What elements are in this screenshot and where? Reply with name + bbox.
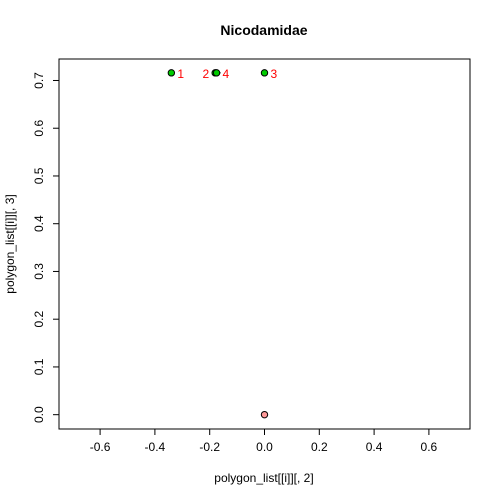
point-label: 4 — [223, 67, 230, 81]
plot-frame — [58, 58, 471, 430]
data-points — [167, 69, 269, 419]
y-tick-label: 0.3 — [32, 263, 46, 280]
centroid-point — [260, 410, 269, 419]
y-tick-label: 0.7 — [32, 72, 46, 89]
x-tick-label: -0.6 — [90, 440, 111, 454]
x-tick-label: 0.6 — [421, 440, 438, 454]
y-tick-label: 0.0 — [32, 406, 46, 423]
x-tick-label: -0.2 — [199, 440, 220, 454]
y-tick-label: 0.2 — [32, 311, 46, 328]
y-tick-label: 0.6 — [32, 120, 46, 137]
x-axis-label: polygon_list[[i]][, 2] — [214, 471, 313, 485]
y-tick-label: 0.4 — [32, 215, 46, 232]
point-labels: 1 2 3 4 — [177, 67, 277, 81]
x-axis: -0.6 -0.4 -0.2 0.0 0.2 0.4 0.6 — [90, 429, 438, 454]
point-label: 2 — [202, 67, 209, 81]
vertex-point — [212, 69, 221, 77]
x-tick-label: -0.4 — [145, 440, 166, 454]
y-axis-label: polygon_list[[i]][, 3] — [3, 194, 17, 293]
y-axis: 0.0 0.1 0.2 0.3 0.4 0.5 0.6 0.7 — [32, 72, 59, 423]
point-label: 3 — [271, 67, 278, 81]
vertex-point — [167, 69, 176, 77]
x-tick-label: 0.2 — [311, 440, 328, 454]
y-tick-label: 0.1 — [32, 358, 46, 375]
y-tick-label: 0.5 — [32, 167, 46, 184]
vertex-point — [260, 69, 269, 77]
point-label: 1 — [177, 67, 184, 81]
x-tick-label: 0.0 — [256, 440, 273, 454]
chart-title: Nicodamidae — [220, 22, 307, 38]
x-tick-label: 0.4 — [366, 440, 383, 454]
